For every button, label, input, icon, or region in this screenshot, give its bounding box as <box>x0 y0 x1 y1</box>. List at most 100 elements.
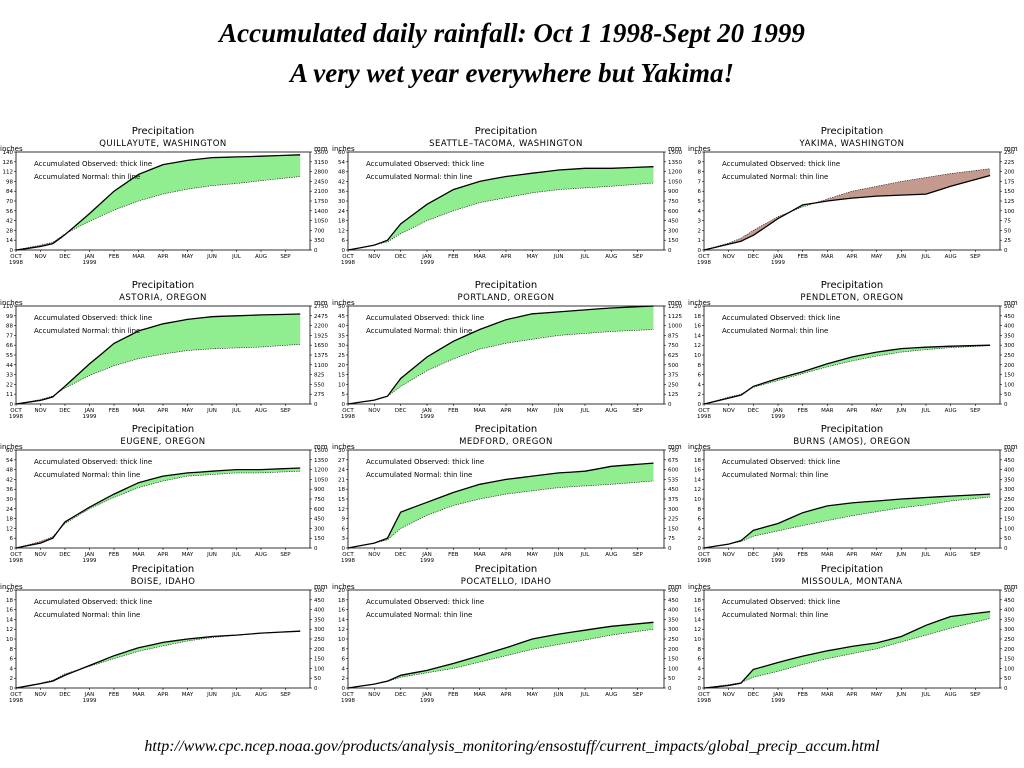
ytick-label-inches: 11 <box>6 392 13 398</box>
year-label: 1998 <box>697 698 711 704</box>
year-label: 1999 <box>771 558 785 564</box>
ytick-label-inches: 0 <box>10 402 14 408</box>
ytick-label-inches: 6 <box>698 189 702 195</box>
legend-entry: Accumulated Observed: thick line <box>366 458 484 466</box>
ytick-label-mm: 250 <box>1004 497 1015 503</box>
ytick-label-inches: 10 <box>338 637 345 643</box>
station-name: MISSOULA, MONTANA <box>801 577 902 587</box>
ytick-label-inches: 8 <box>10 647 14 653</box>
xtick-label: NOV <box>723 254 735 260</box>
ytick-label-mm: 625 <box>668 353 679 359</box>
ytick-label-mm: 2800 <box>314 170 328 176</box>
ytick-label-inches: 0 <box>342 402 346 408</box>
ytick-label-inches: 24 <box>6 507 13 513</box>
xtick-label: MAR <box>132 254 145 260</box>
xtick-label: MAY <box>527 254 539 260</box>
ytick-label-inches: 84 <box>6 189 13 195</box>
xtick-label: MAY <box>871 552 883 558</box>
xtick-label: FEB <box>797 254 808 260</box>
xtick-label: MAY <box>182 408 194 414</box>
xtick-label: MAY <box>182 552 194 558</box>
ytick-label-inches: 24 <box>338 209 345 215</box>
above-normal-area <box>66 154 301 233</box>
xtick-label: MAR <box>821 408 834 414</box>
legend-entry: Accumulated Normal: thin line <box>34 611 140 619</box>
xtick-label: APR <box>501 254 512 260</box>
xtick-label: SEP <box>970 692 981 698</box>
xtick-label: OCT <box>10 552 22 558</box>
legend-entry: Accumulated Normal: thin line <box>722 327 828 335</box>
xtick-label: JUL <box>921 254 932 260</box>
ytick-label-mm: 1350 <box>668 160 682 166</box>
ytick-label-mm: 0 <box>314 686 318 692</box>
ytick-label-mm: 150 <box>668 526 679 532</box>
xtick-label: APR <box>501 408 512 414</box>
ytick-label-inches: 42 <box>338 179 345 185</box>
ytick-label-mm: 150 <box>314 657 325 663</box>
ytick-label-mm: 150 <box>314 536 325 542</box>
ytick-label-mm: 350 <box>314 617 325 623</box>
ytick-label-mm: 125 <box>668 392 679 398</box>
xtick-label: JAN <box>84 692 94 698</box>
above-normal-area <box>348 622 654 688</box>
ytick-label-inches: 5 <box>698 199 702 205</box>
xtick-label: SEP <box>280 692 291 698</box>
ytick-label-mm: 1200 <box>314 468 328 474</box>
year-label: 1999 <box>83 414 97 420</box>
ylabel-inches: inches <box>332 443 355 451</box>
ytick-label-inches: 15 <box>338 497 345 503</box>
year-label: 1999 <box>420 414 434 420</box>
ytick-label-inches: 126 <box>3 160 14 166</box>
ytick-label-mm: 900 <box>314 487 325 493</box>
ylabel-mm: mm <box>1004 145 1018 153</box>
xtick-label: JUL <box>580 408 591 414</box>
observed-line <box>347 166 654 251</box>
year-label: 1999 <box>771 698 785 704</box>
ytick-label-inches: 56 <box>6 209 13 215</box>
normal-line <box>347 628 654 689</box>
ytick-label-inches: 6 <box>10 657 14 663</box>
xtick-label: OCT <box>698 692 710 698</box>
ytick-label-mm: 200 <box>1004 363 1015 369</box>
panel-title: Precipitation <box>475 280 538 291</box>
station-name: SEATTLE–TACOMA, WASHINGTON <box>429 139 583 149</box>
station-name: MEDFORD, OREGON <box>459 437 553 447</box>
panel-title: Precipitation <box>821 126 884 137</box>
ylabel-mm: mm <box>668 443 682 451</box>
ytick-label-inches: 44 <box>6 363 13 369</box>
year-label: 1999 <box>771 414 785 420</box>
legend-entry: Accumulated Observed: thick line <box>722 160 840 168</box>
xtick-label: JUL <box>231 408 242 414</box>
ylabel-inches: inches <box>688 145 711 153</box>
above-normal-area <box>348 463 654 548</box>
xtick-label: MAR <box>132 408 145 414</box>
ytick-label-inches: 110 <box>3 304 14 310</box>
ytick-label-inches: 98 <box>6 179 13 185</box>
station-name: BURNS (AMOS), OREGON <box>793 437 910 447</box>
normal-line <box>15 630 301 689</box>
ylabel-inches: inches <box>332 299 355 307</box>
ytick-label-inches: 66 <box>6 343 13 349</box>
year-label: 1998 <box>9 558 23 564</box>
xtick-label: JUL <box>921 692 932 698</box>
ytick-label-inches: 45 <box>338 314 345 320</box>
xtick-label: AUG <box>605 408 617 414</box>
xtick-label: AUG <box>605 552 617 558</box>
ytick-label-inches: 8 <box>698 507 702 513</box>
panel-title: Precipitation <box>821 280 884 291</box>
xtick-label: JAN <box>84 552 94 558</box>
ytick-label-inches: 3 <box>342 536 346 542</box>
ytick-label-inches: 36 <box>338 189 345 195</box>
xtick-label: OCT <box>342 692 354 698</box>
xtick-label: FEB <box>448 692 459 698</box>
ylabel-mm: mm <box>314 145 328 153</box>
ytick-label-mm: 450 <box>668 219 679 225</box>
observed-line <box>15 313 301 405</box>
ytick-label-inches: 0 <box>342 248 346 254</box>
xtick-label: MAY <box>871 692 883 698</box>
xtick-label: NOV <box>368 552 380 558</box>
ytick-label-inches: 4 <box>10 666 14 672</box>
normal-line <box>703 496 991 549</box>
ytick-label-mm: 350 <box>1004 477 1015 483</box>
ytick-label-mm: 250 <box>314 637 325 643</box>
